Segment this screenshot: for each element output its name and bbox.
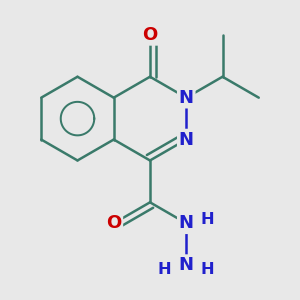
Text: N: N (179, 89, 194, 107)
Text: O: O (106, 214, 122, 232)
Text: O: O (142, 26, 158, 44)
Text: N: N (179, 214, 194, 232)
Text: N: N (179, 130, 194, 148)
Text: H: H (201, 262, 214, 277)
Text: H: H (201, 212, 214, 226)
Text: N: N (179, 256, 194, 274)
Text: H: H (158, 262, 172, 277)
